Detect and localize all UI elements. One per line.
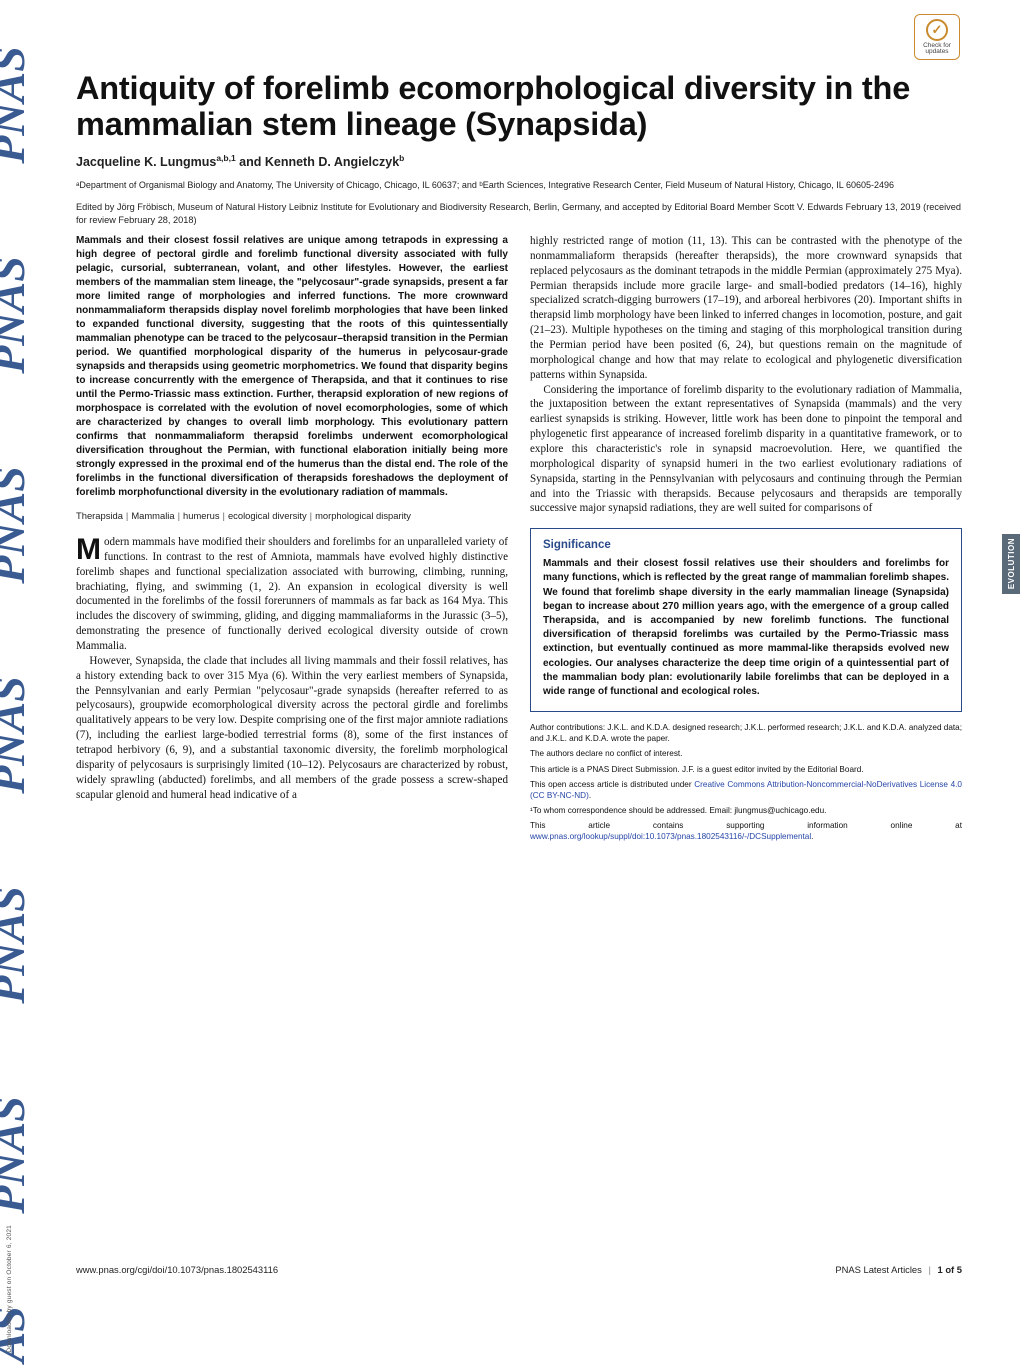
- page-footer: www.pnas.org/cgi/doi/10.1073/pnas.180254…: [76, 1260, 962, 1275]
- crossmark-line2: updates: [925, 49, 948, 56]
- significance-heading: Significance: [543, 539, 949, 551]
- section-tab-label: EVOLUTION: [1007, 538, 1016, 589]
- abstract: Mammals and their closest fossil relativ…: [76, 234, 508, 500]
- download-timestamp: Downloaded by guest on October 6, 2021: [6, 1225, 13, 1353]
- footer-doi: www.pnas.org/cgi/doi/10.1073/pnas.180254…: [76, 1264, 278, 1275]
- pnas-side-logo: PNAS: [0, 0, 48, 1365]
- body-column-1: Modern mammals have modified their shoul…: [76, 535, 508, 802]
- footnote-correspondence: ¹To whom correspondence should be addres…: [530, 805, 962, 816]
- keywords: Therapsida|Mammalia|humerus|ecological d…: [76, 510, 508, 521]
- article-title: Antiquity of forelimb ecomorphological d…: [76, 70, 962, 143]
- section-tab: EVOLUTION: [1002, 534, 1020, 594]
- significance-box: Significance Mammals and their closest f…: [530, 528, 962, 712]
- significance-text: Mammals and their closest fossil relativ…: [543, 557, 949, 699]
- crossmark-icon: ✓: [926, 19, 948, 41]
- author-list: Jacqueline K. Lungmusa,b,1 and Kenneth D…: [76, 153, 962, 169]
- body-column-2: highly restricted range of motion (11, 1…: [530, 234, 962, 516]
- si-link[interactable]: www.pnas.org/lookup/suppl/doi:10.1073/pn…: [530, 832, 811, 841]
- footer-right: PNAS Latest Articles | 1 of 5: [835, 1264, 962, 1275]
- crossmark-badge[interactable]: ✓ Check for updates: [914, 14, 960, 60]
- footnote-si: This article contains supporting informa…: [530, 820, 962, 842]
- affiliations: ᵃDepartment of Organismal Biology and An…: [76, 179, 962, 191]
- body-p1: Modern mammals have modified their shoul…: [76, 535, 508, 654]
- body-col2-p1: highly restricted range of motion (11, 1…: [530, 234, 962, 383]
- footnote-openaccess: This open access article is distributed …: [530, 779, 962, 801]
- body-col2-p2: Considering the importance of forelimb d…: [530, 383, 962, 517]
- edited-by: Edited by Jörg Fröbisch, Museum of Natur…: [76, 201, 962, 226]
- body-p2: However, Synapsida, the clade that inclu…: [76, 654, 508, 803]
- footnote-direct: This article is a PNAS Direct Submission…: [530, 764, 962, 775]
- footnote-contrib: Author contributions: J.K.L. and K.D.A. …: [530, 722, 962, 744]
- footnote-coi: The authors declare no conflict of inter…: [530, 748, 962, 759]
